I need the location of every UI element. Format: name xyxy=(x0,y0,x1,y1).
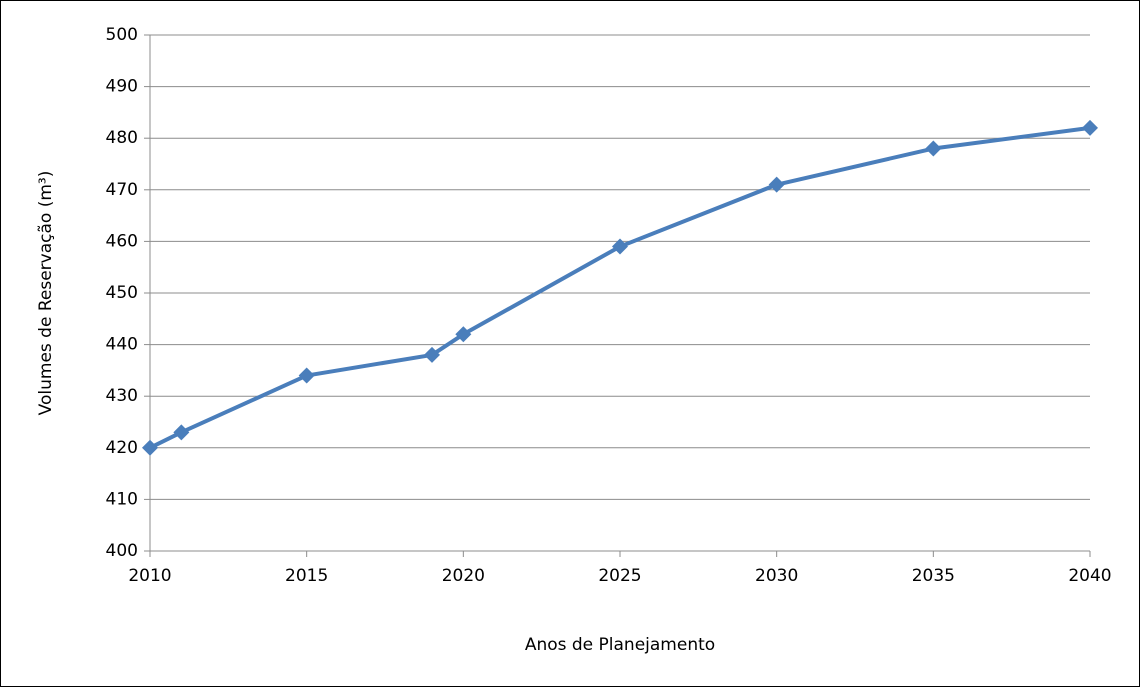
y-tick-label: 470 xyxy=(106,180,138,200)
x-tick-label: 2030 xyxy=(755,566,798,586)
y-tick-label: 450 xyxy=(106,283,138,303)
y-tick-label: 490 xyxy=(106,77,138,97)
y-tick-label: 430 xyxy=(106,386,138,406)
y-tick-label: 420 xyxy=(106,438,138,458)
data-point xyxy=(925,140,942,157)
data-point xyxy=(612,238,628,255)
x-tick-label: 2010 xyxy=(128,566,171,586)
data-point xyxy=(173,424,190,441)
x-tick-label: 2035 xyxy=(912,566,955,586)
data-point xyxy=(298,367,315,384)
y-tick-label: 400 xyxy=(106,541,138,561)
y-tick-label: 500 xyxy=(106,25,138,45)
data-point xyxy=(424,346,440,363)
data-point xyxy=(455,326,472,343)
data-point xyxy=(768,176,785,193)
y-tick-label: 410 xyxy=(106,489,138,509)
x-tick-label: 2020 xyxy=(442,566,485,586)
y-axis-title: Volumes de Reservação (m³) xyxy=(36,171,56,416)
data-point xyxy=(1082,119,1098,136)
data-point xyxy=(142,439,158,456)
y-tick-label: 440 xyxy=(106,335,138,355)
y-tick-label: 460 xyxy=(106,231,138,251)
x-tick-label: 2040 xyxy=(1068,566,1111,586)
x-tick-label: 2025 xyxy=(598,566,641,586)
x-axis-title: Anos de Planejamento xyxy=(525,635,715,655)
y-tick-label: 480 xyxy=(106,128,138,148)
x-tick-label: 2015 xyxy=(285,566,328,586)
